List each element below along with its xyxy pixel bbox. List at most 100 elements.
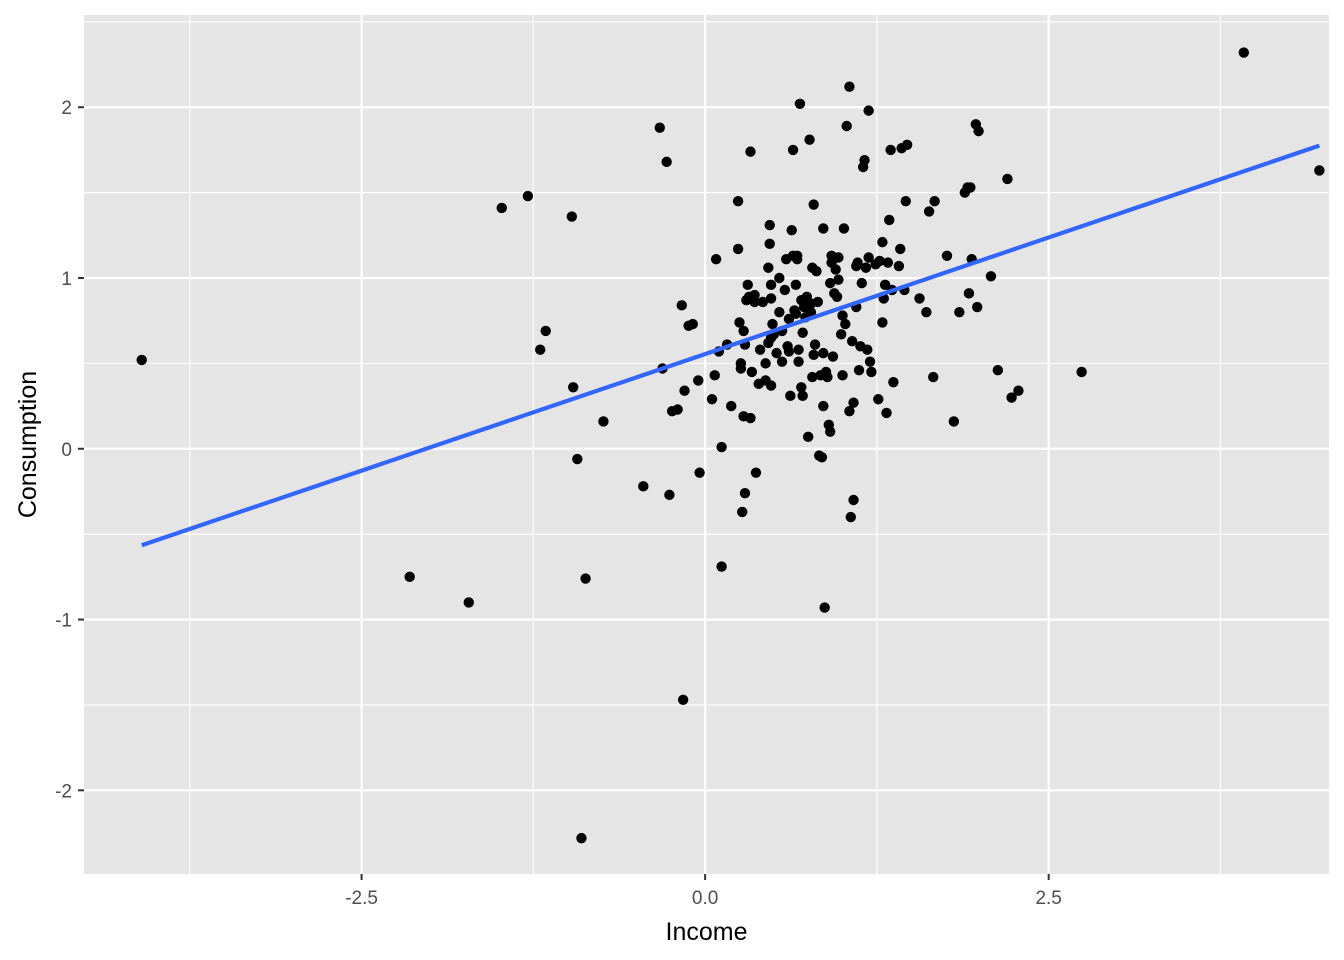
data-point (921, 306, 932, 318)
data-point (745, 146, 756, 157)
data-point (783, 346, 795, 357)
data-point (790, 308, 802, 320)
data-point (860, 262, 872, 273)
data-point (522, 190, 534, 202)
data-point (776, 356, 788, 367)
data-point (791, 250, 803, 261)
data-point (796, 382, 807, 393)
data-point (844, 405, 855, 417)
data-point (809, 339, 821, 350)
x-tick-label: 2.5 (1035, 888, 1061, 909)
data-point (948, 416, 960, 427)
data-point (805, 306, 817, 318)
data-point (664, 489, 675, 501)
data-point (877, 317, 888, 328)
data-point (859, 154, 870, 166)
data-point (654, 122, 665, 133)
data-point (572, 453, 583, 465)
data-point (757, 296, 769, 308)
data-point (790, 279, 802, 291)
data-point (845, 511, 856, 523)
data-point (786, 224, 797, 236)
data-point (824, 277, 836, 289)
data-point (716, 441, 727, 453)
data-point (833, 252, 844, 263)
data-point (1238, 47, 1250, 58)
data-point (774, 272, 785, 284)
y-axis-ticks: -2 -1 0 1 2 (55, 98, 84, 802)
data-point (580, 573, 591, 584)
data-point (566, 211, 578, 222)
data-point (863, 252, 874, 263)
data-point (816, 452, 828, 463)
data-point (672, 404, 683, 415)
x-tick-label: 0.0 (692, 888, 718, 909)
data-point (804, 134, 815, 145)
data-point (963, 288, 975, 299)
data-point (793, 356, 804, 367)
data-point (750, 467, 762, 478)
data-point (838, 223, 850, 234)
data-point (914, 293, 925, 304)
data-point (774, 306, 785, 318)
data-point (848, 397, 859, 408)
data-point (797, 390, 808, 402)
data-point (742, 279, 753, 291)
fit-line (141, 143, 1321, 548)
data-point (463, 597, 474, 608)
data-point (765, 279, 777, 291)
data-point (676, 300, 687, 311)
data-point (737, 506, 748, 518)
data-point (893, 260, 905, 272)
data-point (794, 98, 806, 110)
plot-panel (84, 15, 1329, 874)
data-point (885, 144, 896, 156)
data-point (732, 243, 744, 255)
data-point (863, 105, 874, 116)
data-point (765, 293, 777, 304)
y-tick-label: 0 (61, 440, 72, 461)
data-point (735, 363, 747, 374)
data-point (535, 344, 546, 355)
data-point (732, 195, 744, 207)
data-point (767, 318, 778, 330)
fit-layer (141, 143, 1321, 548)
data-point (882, 257, 894, 268)
data-point (746, 366, 758, 378)
data-point (901, 139, 913, 150)
x-tick-label: -2.5 (345, 888, 378, 909)
data-point (1013, 385, 1024, 396)
data-point (827, 351, 839, 362)
data-point (693, 375, 704, 386)
data-point (862, 344, 873, 355)
data-point (840, 318, 851, 330)
y-axis-title: Consumption (14, 371, 42, 518)
data-point (844, 81, 855, 92)
data-point (694, 467, 705, 478)
data-point (1314, 165, 1325, 176)
data-point (763, 262, 774, 273)
data-point (136, 354, 147, 366)
data-point (745, 412, 756, 424)
data-point (900, 195, 911, 207)
data-point (848, 494, 859, 506)
data-point (638, 481, 649, 492)
data-point (954, 306, 965, 318)
data-point (837, 370, 848, 381)
data-point (726, 400, 737, 412)
data-point (864, 356, 876, 367)
data-point (568, 382, 579, 393)
y-tick-label: 2 (61, 98, 72, 119)
data-point (831, 291, 843, 302)
data-point (824, 426, 836, 437)
data-point (846, 335, 858, 347)
data-point (856, 277, 867, 289)
data-point (787, 144, 799, 156)
data-point (793, 344, 804, 355)
data-point (734, 317, 745, 328)
data-point (811, 265, 822, 277)
data-point (822, 371, 833, 383)
data-point (739, 487, 751, 499)
data-point (771, 347, 782, 359)
